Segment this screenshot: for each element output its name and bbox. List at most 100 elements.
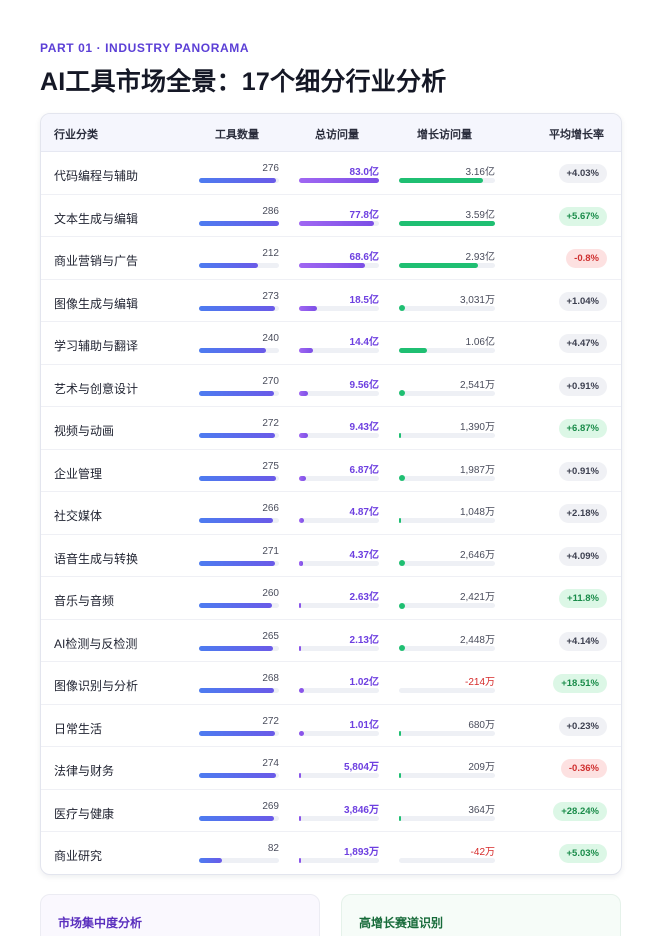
tools-bar-fill: [199, 475, 276, 481]
tools-count: 274: [262, 758, 279, 769]
tools-bar: [199, 773, 279, 778]
concentration-panel: 市场集中度分析: [40, 894, 320, 936]
avg-growth-badge: +28.24%: [553, 801, 607, 821]
visits-bar-fill: [299, 305, 317, 311]
total-visits: 2.13亿: [349, 634, 379, 646]
table-row: 商业研究 82 1,893万 -42万 +5.03%: [41, 832, 621, 874]
total-visits: 3,846万: [343, 804, 379, 816]
tools-count: 273: [262, 290, 279, 302]
category-name: 日常生活: [54, 721, 103, 736]
tools-count: 240: [262, 333, 279, 344]
growth-visits: 1,987万: [459, 464, 495, 476]
visits-bar: [299, 178, 379, 183]
visits-bar-fill: [299, 858, 301, 863]
col-growth-visits-header: 增长访问量: [417, 129, 472, 141]
category-name: 图像生成与编辑: [54, 296, 139, 311]
visits-bar-fill: [299, 475, 306, 481]
total-visits: 4.37亿: [349, 549, 379, 561]
growth-visits: 2,448万: [459, 634, 495, 646]
visits-bar: [299, 730, 379, 736]
growth-bar-fill: [399, 475, 405, 481]
category-name: 代码编程与辅助: [54, 169, 139, 183]
growth-bar-fill: [399, 263, 478, 268]
tools-bar-fill: [199, 815, 275, 821]
growth-bar-fill: [399, 518, 401, 523]
total-visits: 4.87亿: [349, 507, 379, 518]
tools-bar: [199, 645, 279, 651]
visits-bar-fill: [299, 518, 304, 523]
table-row: 医疗与健康 269 3,846万 364万 +28.24%: [41, 790, 621, 832]
tools-bar: [199, 518, 279, 523]
growth-bar: [399, 433, 495, 438]
tools-bar-fill: [199, 178, 276, 183]
growth-visits: 1,048万: [459, 507, 495, 518]
category-name: 学习辅助与翻译: [54, 339, 139, 353]
tools-bar: [199, 305, 279, 311]
tools-count: 269: [262, 800, 279, 812]
tools-bar-fill: [199, 518, 274, 523]
visits-bar: [299, 348, 379, 353]
total-visits: 5,804万: [343, 762, 379, 773]
table-row: 法律与财务 274 5,804万 209万 -0.36%: [41, 747, 621, 790]
tools-count: 260: [262, 588, 279, 599]
tools-bar: [199, 560, 279, 566]
tools-bar-fill: [199, 773, 276, 778]
tools-bar: [199, 688, 279, 693]
tools-count: 272: [262, 715, 279, 727]
tools-bar-fill: [199, 348, 267, 353]
visits-bar: [299, 263, 379, 268]
table-body: 代码编程与辅助 276 83.0亿 3.16亿 +4.03% 文本生成与编辑 286 77.8…: [41, 152, 621, 874]
table-row: 企业管理 275 6.87亿 1,987万 +0.91%: [41, 450, 621, 492]
avg-growth-badge: +0.23%: [558, 716, 607, 736]
growth-visits: 1.06亿: [465, 337, 495, 348]
category-name: AI检测与反检测: [54, 636, 138, 651]
growth-visits: 364万: [468, 804, 495, 816]
category-name: 图像识别与分析: [54, 679, 139, 693]
growth-bar-fill: [399, 305, 405, 311]
visits-bar: [299, 220, 379, 226]
avg-growth-badge: +6.87%: [558, 419, 607, 438]
avg-growth-badge: +2.18%: [558, 504, 607, 523]
high-growth-panel-title: 高增长赛道识别: [359, 916, 444, 930]
table-row: 视频与动画 272 9.43亿 1,390万 +6.87%: [41, 407, 621, 450]
category-name: 文本生成与编辑: [54, 211, 139, 226]
visits-bar: [299, 773, 379, 778]
tools-count: 265: [262, 630, 279, 642]
avg-growth-badge: +4.03%: [558, 164, 607, 183]
growth-bar: [399, 815, 495, 821]
growth-bar-fill: [399, 602, 405, 609]
growth-bar: [399, 263, 495, 268]
category-name: 艺术与创意设计: [54, 381, 139, 396]
growth-visits: 680万: [468, 719, 495, 731]
growth-bar: [399, 475, 495, 481]
avg-growth-badge: +4.09%: [558, 546, 607, 566]
growth-visits: 1,390万: [459, 422, 495, 433]
visits-bar: [299, 858, 379, 863]
growth-bar: [399, 602, 495, 609]
category-name: 企业管理: [54, 466, 103, 481]
growth-bar: [399, 858, 495, 863]
visits-bar-fill: [299, 815, 301, 821]
growth-bar: [399, 688, 495, 693]
visits-bar-fill: [299, 220, 375, 226]
table-row: AI检测与反检测 265 2.13亿 2,448万 +4.14%: [41, 620, 621, 662]
visits-bar-fill: [299, 645, 301, 651]
total-visits: 77.8亿: [349, 209, 379, 221]
avg-growth-badge: +4.14%: [558, 631, 607, 651]
growth-bar: [399, 348, 495, 353]
tools-bar-fill: [199, 730, 275, 736]
growth-bar-fill: [399, 773, 401, 778]
total-visits: 6.87亿: [349, 464, 379, 476]
avg-growth-badge: -0.36%: [560, 759, 607, 778]
visits-bar: [299, 560, 379, 566]
tools-bar-fill: [199, 560, 275, 566]
col-category-header: 行业分类: [54, 129, 98, 141]
growth-visits: 3.16亿: [465, 167, 495, 178]
visits-bar: [299, 815, 379, 821]
category-name: 音乐与音频: [54, 594, 115, 608]
visits-bar: [299, 390, 379, 396]
avg-growth-badge: +0.91%: [558, 461, 607, 481]
visits-bar: [299, 475, 379, 481]
tools-count: 271: [262, 545, 279, 557]
table-row: 艺术与创意设计 270 9.56亿 2,541万 +0.91%: [41, 365, 621, 407]
